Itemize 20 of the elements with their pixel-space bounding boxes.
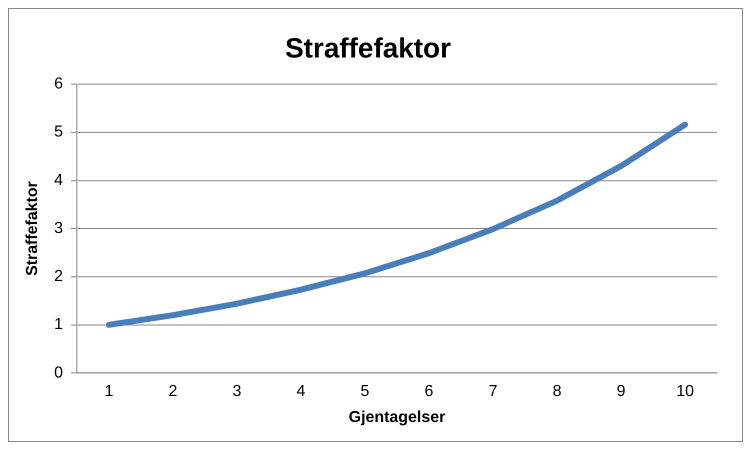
y-tick-label: 2: [54, 268, 64, 286]
x-tick-label: 4: [296, 382, 306, 400]
x-axis-title: Gjentagelser: [348, 408, 446, 426]
y-tick-label: 1: [54, 316, 64, 334]
x-tick-label: 2: [168, 382, 178, 400]
y-tick-label: 6: [54, 76, 64, 93]
y-axis-title: Straffefaktor: [24, 181, 41, 276]
x-tick-label: 9: [616, 382, 626, 400]
y-tick-label: 4: [54, 172, 64, 189]
x-tick-label: 8: [552, 382, 562, 400]
x-tick-label: 1: [104, 382, 114, 400]
x-tick-label: 7: [488, 382, 498, 400]
x-tick-label: 5: [360, 382, 370, 400]
x-tick-label: 3: [232, 382, 242, 400]
y-tick-label: 0: [54, 364, 64, 382]
y-tick-label: 5: [54, 124, 64, 141]
x-tick-label: 10: [676, 382, 694, 400]
chart-title: Straffefaktor: [285, 32, 452, 64]
y-tick-label: 3: [54, 220, 64, 237]
x-tick-label: 6: [424, 382, 434, 400]
